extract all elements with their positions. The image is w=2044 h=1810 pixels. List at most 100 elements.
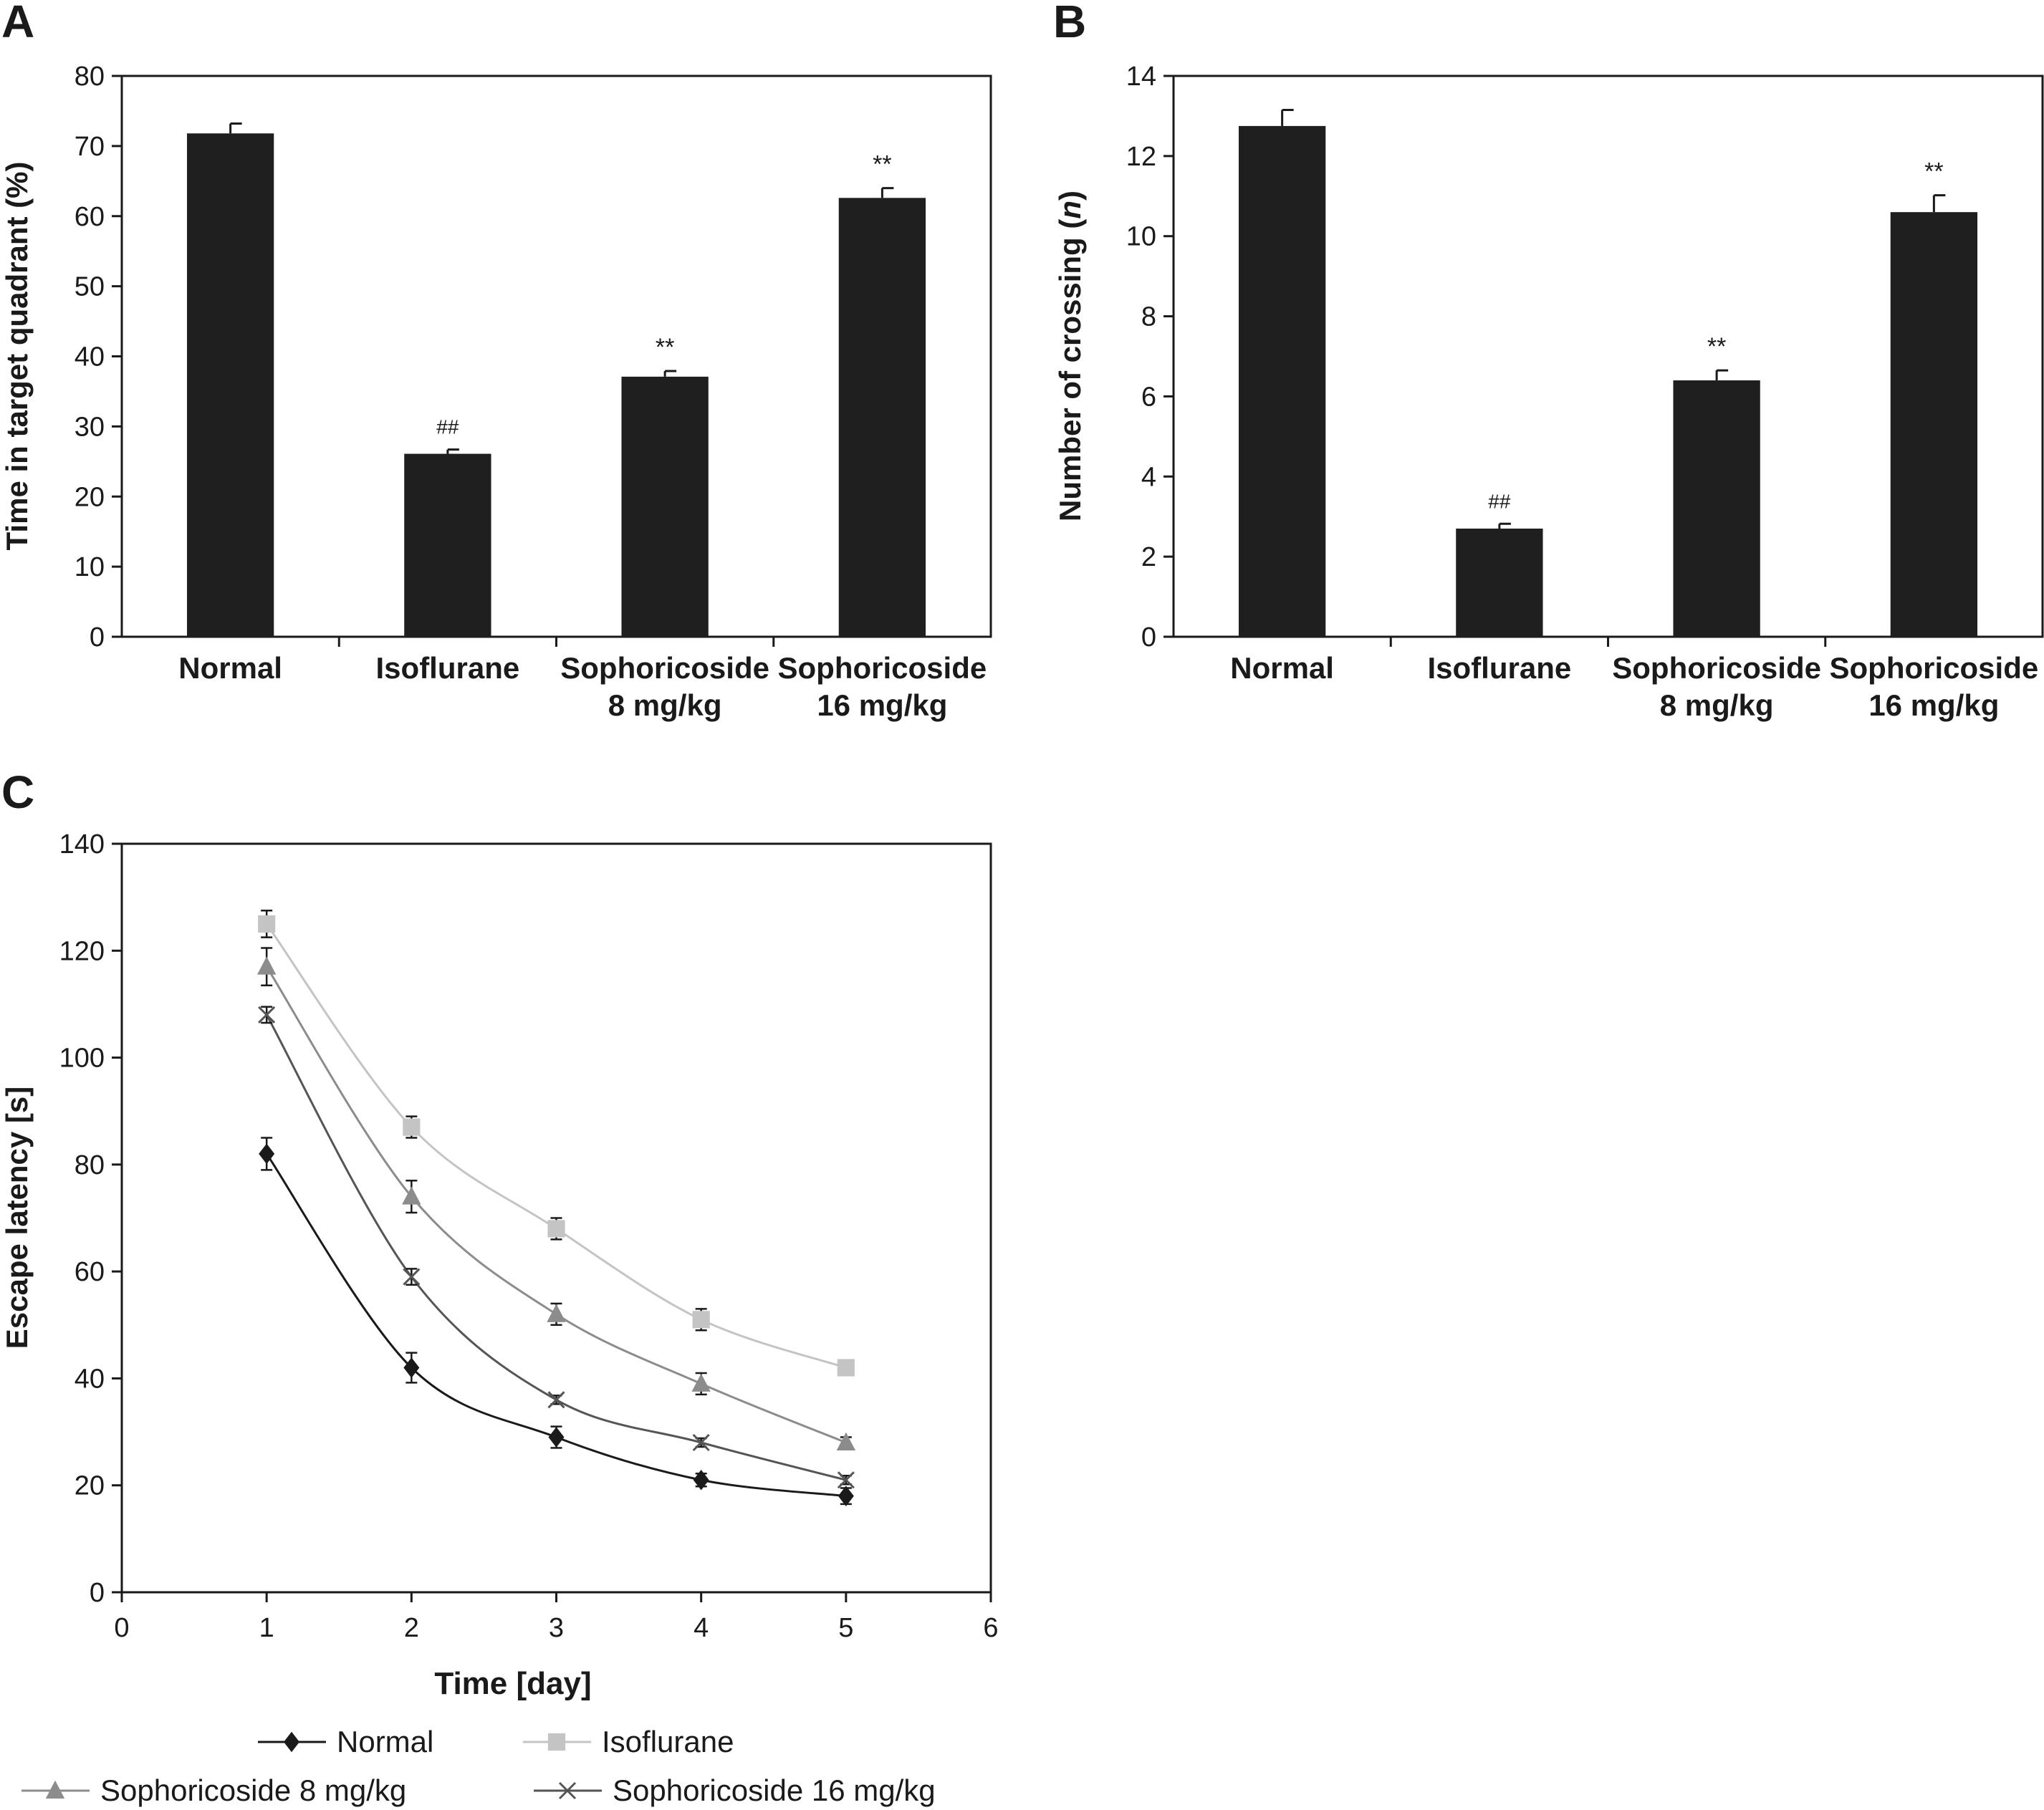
- panelA-bar: [404, 453, 491, 637]
- panel-c-x-tick-label: 3: [549, 1613, 564, 1643]
- panel-c-legend-label: Sophoricoside 16 mg/kg: [613, 1773, 936, 1807]
- panel-c-x-tick-label: 4: [694, 1613, 709, 1643]
- panelA-y-tick-label: 70: [75, 132, 105, 162]
- panel-c-y-axis-label: Escape latency [s]: [0, 1087, 34, 1349]
- panelA-y-tick-label: 40: [75, 342, 105, 372]
- panel-c-legend-item: Sophoricoside 16 mg/kg: [534, 1773, 936, 1807]
- panel-c-data-point: [692, 1433, 710, 1452]
- panel-c-data-point-stroke: [547, 1391, 565, 1409]
- panel-a-bars: ## ** **: [186, 122, 926, 637]
- panelB-category-sublabel: 16 mg/kg: [1868, 688, 1999, 722]
- panelB-y-tick-label: 2: [1141, 542, 1156, 572]
- panel-c-legend-label: Isoflurane: [602, 1725, 734, 1758]
- panel-c-y-tick-label: 60: [75, 1257, 105, 1287]
- panelB-category-label: Sophoricoside: [1612, 651, 1821, 685]
- panelB-significance-mark: **: [1924, 158, 1943, 186]
- panel-c-x-tick-label: 0: [114, 1613, 129, 1643]
- panel-c-x-tick-label: 5: [838, 1613, 853, 1643]
- panelA-category-label: Sophoricoside: [560, 651, 769, 685]
- panel-c-data-point: [837, 1471, 855, 1489]
- panelB-y-tick-label: 6: [1141, 382, 1156, 412]
- panel-c-legend-marker: [558, 1781, 577, 1800]
- panel-c-legend: Normal Isoflurane Sophoricoside 8 mg/kg Sop…: [21, 1725, 936, 1807]
- panelA-y-tick-label: 50: [75, 272, 105, 302]
- panel-c-data-point-stroke: [692, 1433, 710, 1452]
- panelA-y-tick-label: 20: [75, 482, 105, 512]
- panel-c-data-point: [836, 1432, 856, 1450]
- panel-c-data-point-stroke: [403, 1268, 421, 1286]
- panel-c-data-point: [403, 1268, 421, 1286]
- panelA-y-tick-label: 30: [75, 412, 105, 442]
- panel-c-series-line: [265, 1014, 847, 1481]
- panel-c-series-line: [265, 1153, 846, 1498]
- panel-c-data-point: [692, 1311, 710, 1329]
- panelB-y-tick-label: 12: [1126, 142, 1156, 172]
- panel-c-x-axis-label: Time [day]: [434, 1666, 591, 1701]
- panel-c-y-tick-label: 80: [75, 1150, 105, 1180]
- panel-b-y-axis-label-italic: n: [1053, 201, 1087, 219]
- panelA-bar: [838, 198, 926, 637]
- panelB-bar: [1238, 125, 1326, 637]
- panel-letter-c: C: [1, 766, 34, 818]
- panelB-y-tick-label: 14: [1126, 62, 1156, 92]
- panel-c-y-tick-label: 140: [59, 829, 105, 860]
- panelB-significance-mark: **: [1707, 333, 1726, 360]
- panel-c-legend-marker: [284, 1731, 299, 1753]
- panel-c-data-point: [547, 1220, 565, 1238]
- panel-c-legend-item: Isoflurane: [523, 1725, 734, 1758]
- panelB-category-label: Sophoricoside: [1830, 651, 2039, 685]
- panel-c-data-point: [837, 1359, 855, 1377]
- panelB-y-tick-label: 8: [1141, 302, 1156, 332]
- panel-b-bar-chart: 0 2 4 6 8 10 12 14 ## ** ** Normal Isoflurane Sopho…: [1053, 62, 2044, 722]
- panelA-significance-mark: **: [873, 151, 891, 178]
- panel-c-data-point: [547, 1304, 566, 1322]
- panel-c-data-point: [547, 1391, 565, 1409]
- panel-letter-a: A: [1, 0, 34, 47]
- panel-c-data-point: [691, 1373, 711, 1392]
- panel-c-x-tick-label: 1: [259, 1613, 274, 1643]
- panel-b-y-axis-label: Number of crossing (n): [1053, 191, 1087, 521]
- panel-a-y-ticks: 0 10 20 30 40 50 60 70 80: [75, 62, 122, 653]
- panel-c-legend-label: Sophoricoside 8 mg/kg: [100, 1773, 406, 1807]
- panel-b-bars: ## ** **: [1238, 109, 1978, 637]
- panel-b-y-axis-label-suffix: ): [1053, 191, 1087, 201]
- panel-c-series-group: [258, 1006, 855, 1489]
- panel-letter-b: B: [1053, 0, 1086, 47]
- panelB-significance-mark: ##: [1488, 490, 1511, 512]
- panelB-y-tick-label: 4: [1141, 462, 1156, 492]
- panelB-y-tick-label: 10: [1126, 222, 1156, 252]
- panelB-category-sublabel: 8 mg/kg: [1660, 688, 1774, 722]
- panelA-y-tick-label: 60: [75, 202, 105, 232]
- panelB-category-label: Isoflurane: [1428, 651, 1572, 685]
- panelB-bar: [1673, 380, 1760, 637]
- panelA-y-tick-label: 80: [75, 62, 105, 92]
- panel-c-legend-marker: [45, 1780, 65, 1799]
- panel-c-series-group: [256, 947, 856, 1450]
- panel-c-series: [256, 910, 856, 1506]
- panel-b-y-ticks: 0 2 4 6 8 10 12 14: [1126, 62, 1174, 653]
- panel-c-legend-item: Sophoricoside 8 mg/kg: [21, 1773, 406, 1807]
- panel-c-y-ticks: 0 20 40 60 80 100 120 140: [59, 829, 122, 1608]
- panel-a-bar-chart: 0 10 20 30 40 50 60 70 80 ## ** ** Normal Isofluran…: [0, 62, 992, 722]
- panelA-bar: [621, 376, 709, 637]
- panel-c-legend-label: Normal: [337, 1725, 433, 1758]
- panel-c-series-line: [265, 966, 847, 1444]
- panelA-category-label: Isoflurane: [376, 651, 520, 685]
- panel-c-series-group: [259, 1137, 854, 1506]
- panelA-category-sublabel: 16 mg/kg: [817, 688, 947, 722]
- panel-c-y-tick-label: 120: [59, 936, 105, 966]
- panel-c-data-point: [548, 1427, 565, 1448]
- panel-c-x-tick-label: 6: [983, 1613, 998, 1643]
- panel-c-data-point-stroke: [837, 1471, 855, 1489]
- panel-c-data-point: [258, 1006, 276, 1024]
- panelA-significance-mark: **: [656, 334, 674, 361]
- panel-c-x-tick-label: 2: [404, 1613, 419, 1643]
- panel-c-data-point-stroke: [258, 1006, 276, 1024]
- panelA-category-label: Normal: [178, 651, 282, 685]
- panel-c-legend-marker: [547, 1733, 566, 1751]
- panel-c-data-point: [258, 915, 276, 933]
